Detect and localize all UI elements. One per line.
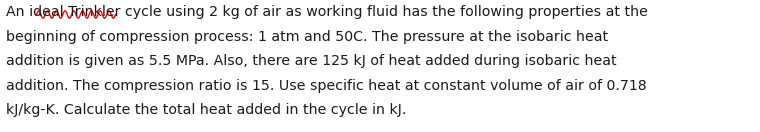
Text: addition. The compression ratio is 15. Use specific heat at constant volume of a: addition. The compression ratio is 15. U… <box>6 79 647 93</box>
Text: kJ/kg-K. Calculate the total heat added in the cycle in kJ.: kJ/kg-K. Calculate the total heat added … <box>6 103 407 117</box>
Text: addition is given as 5.5 MPa. Also, there are 125 kJ of heat added during isobar: addition is given as 5.5 MPa. Also, ther… <box>6 54 616 68</box>
Text: An ideal Trinkler cycle using 2 kg of air as working fluid has the following pro: An ideal Trinkler cycle using 2 kg of ai… <box>6 5 648 19</box>
Text: beginning of compression process: 1 atm and 50C. The pressure at the isobaric he: beginning of compression process: 1 atm … <box>6 30 608 44</box>
